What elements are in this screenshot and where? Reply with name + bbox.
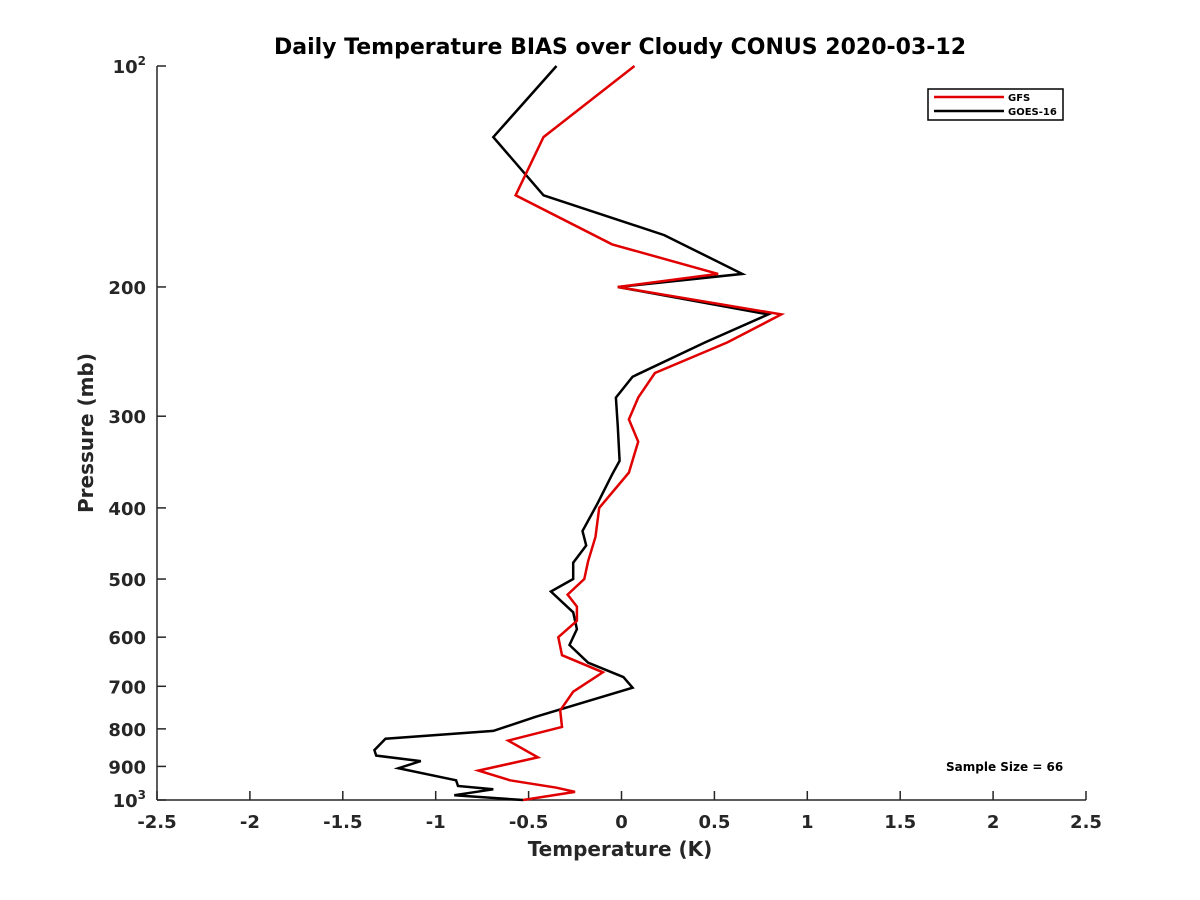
x-tick-label: -0.5 bbox=[509, 812, 548, 833]
x-tick-label: 0 bbox=[615, 812, 628, 833]
series-line-gfs bbox=[473, 65, 786, 802]
y-tick-label: 300 bbox=[108, 407, 146, 428]
x-tick-label: 0.5 bbox=[698, 812, 730, 833]
y-tick-label: 700 bbox=[108, 677, 146, 698]
y-tick-label: 500 bbox=[108, 570, 146, 591]
chart-title: Daily Temperature BIAS over Cloudy CONUS… bbox=[274, 35, 966, 60]
x-tick-label: 2.5 bbox=[1070, 812, 1102, 833]
y-tick-label: 600 bbox=[108, 628, 146, 649]
x-tick-label: -1 bbox=[426, 812, 446, 833]
y-tick-label: 900 bbox=[108, 757, 146, 778]
x-axis-label: Temperature (K) bbox=[528, 837, 713, 861]
y-tick-label: 102 bbox=[113, 54, 146, 78]
x-tick-label: -1.5 bbox=[323, 812, 362, 833]
y-tick-label: 400 bbox=[108, 499, 146, 520]
x-tick-label: 1 bbox=[801, 812, 814, 833]
x-tick-label: 1.5 bbox=[884, 812, 916, 833]
y-tick-label: 200 bbox=[108, 278, 146, 299]
x-tick-label: -2 bbox=[240, 812, 260, 833]
x-tick-label: 2 bbox=[987, 812, 1000, 833]
y-axis-label: Pressure (mb) bbox=[74, 353, 98, 513]
series-lines bbox=[372, 65, 786, 802]
series-line-goes-16 bbox=[372, 65, 773, 802]
sample-size-annotation: Sample Size = 66 bbox=[946, 760, 1063, 774]
y-axis-ticks: 102 200 300 400 500 600 700 800 900 103 bbox=[108, 54, 166, 812]
legend-box bbox=[927, 88, 1064, 121]
plot-area: -2.5 -2 -1.5 -1 -0.5 0 0.5 1 1.5 2 2.5 102 200 300 40… bbox=[108, 54, 1102, 833]
y-tick-label: 103 bbox=[113, 788, 146, 812]
x-axis-ticks: -2.5 -2 -1.5 -1 -0.5 0 0.5 1 1.5 2 2.5 bbox=[137, 791, 1102, 833]
legend-label-gfs: GFS bbox=[1008, 93, 1030, 104]
legend: GFS GOES-16 bbox=[927, 88, 1064, 121]
legend-label-goes-16: GOES-16 bbox=[1008, 107, 1057, 118]
y-tick-label: 800 bbox=[108, 720, 146, 741]
x-tick-label: -2.5 bbox=[137, 812, 176, 833]
